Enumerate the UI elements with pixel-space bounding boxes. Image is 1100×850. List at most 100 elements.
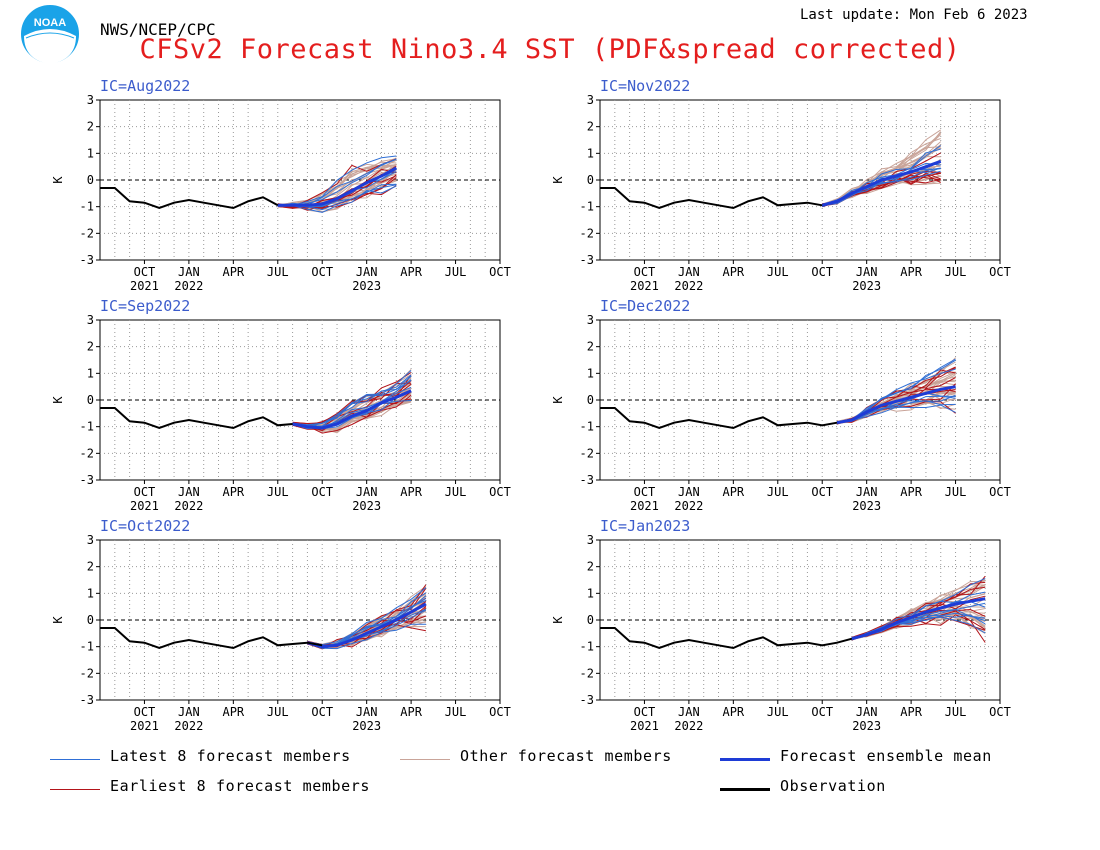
legend-label-earliest: Earliest 8 forecast members — [110, 777, 371, 795]
observation-line — [100, 187, 279, 210]
x-tick-label: JUL — [267, 705, 289, 719]
legend-label-mean: Forecast ensemble mean — [780, 747, 992, 765]
x-tick-label: OCT — [311, 265, 333, 279]
ic-label: IC=Aug2022 — [100, 77, 190, 95]
y-tick-label: -3 — [80, 693, 94, 707]
x-tick-label: JUL — [767, 265, 789, 279]
x-tick-label: JAN — [678, 265, 700, 279]
ic-label: IC=Sep2022 — [100, 297, 190, 315]
x-tick-label: JUL — [445, 265, 467, 279]
legend-label-other: Other forecast members — [460, 747, 672, 765]
x-tick-label: OCT — [134, 485, 156, 499]
x-tick-year: 2022 — [674, 719, 703, 733]
ensemble-mean-line — [277, 166, 398, 207]
x-tick-label: APR — [222, 705, 244, 719]
y-tick-label: -2 — [580, 226, 594, 240]
x-tick-label: APR — [722, 265, 744, 279]
y-axis-label: K — [551, 396, 565, 404]
y-tick-label: 3 — [587, 533, 594, 547]
legend-label-latest: Latest 8 forecast members — [110, 747, 351, 765]
y-tick-label: -3 — [80, 253, 94, 267]
x-tick-label: OCT — [134, 265, 156, 279]
y-tick-label: 3 — [587, 93, 594, 107]
x-tick-year: 2022 — [174, 499, 203, 513]
last-update: Last update: Mon Feb 6 2023 — [800, 7, 1028, 23]
observation-line — [100, 627, 323, 650]
forecast-member-line — [292, 380, 412, 426]
x-tick-label: APR — [722, 485, 744, 499]
x-tick-label: JAN — [356, 705, 378, 719]
forecast-member-line — [851, 581, 986, 638]
x-tick-label: JUL — [945, 485, 967, 499]
ic-label: IC=Oct2022 — [100, 517, 190, 535]
x-tick-year: 2022 — [674, 279, 703, 293]
y-tick-label: -2 — [80, 666, 94, 680]
x-tick-label: OCT — [634, 265, 656, 279]
x-tick-label: JUL — [445, 705, 467, 719]
observation-line — [600, 407, 838, 430]
y-tick-label: -2 — [80, 226, 94, 240]
forecast-member-line — [307, 624, 426, 648]
x-tick-label: OCT — [989, 265, 1011, 279]
x-tick-label: APR — [900, 265, 922, 279]
x-tick-label: APR — [222, 485, 244, 499]
y-tick-label: -1 — [580, 640, 594, 654]
y-tick-label: 2 — [587, 340, 594, 354]
ic-label: IC=Jan2023 — [600, 517, 690, 535]
x-tick-label: OCT — [811, 485, 833, 499]
x-tick-year: 2021 — [130, 279, 159, 293]
x-tick-label: JAN — [356, 485, 378, 499]
y-axis-label: K — [51, 396, 65, 404]
y-tick-label: 3 — [587, 313, 594, 327]
observation-line — [600, 627, 853, 650]
forecast-member-line — [822, 146, 941, 205]
legend-swatch-latest — [50, 759, 100, 760]
y-tick-label: 0 — [587, 393, 594, 407]
y-tick-label: 1 — [87, 366, 94, 380]
forecast-member-line — [307, 587, 427, 646]
y-tick-label: 1 — [587, 146, 594, 160]
y-tick-label: 3 — [87, 313, 94, 327]
y-axis-label: K — [551, 616, 565, 624]
x-tick-label: JAN — [856, 485, 878, 499]
y-tick-label: 1 — [587, 366, 594, 380]
x-tick-label: OCT — [489, 265, 511, 279]
x-tick-label: JAN — [678, 485, 700, 499]
x-tick-year: 2023 — [352, 499, 381, 513]
y-tick-label: -2 — [80, 446, 94, 460]
x-tick-label: JUL — [767, 485, 789, 499]
forecast-member-line — [851, 591, 986, 641]
x-tick-label: OCT — [989, 485, 1011, 499]
y-tick-label: 1 — [587, 586, 594, 600]
y-tick-label: -3 — [80, 473, 94, 487]
y-tick-label: 2 — [87, 120, 94, 134]
x-tick-year: 2023 — [852, 499, 881, 513]
x-tick-year: 2021 — [130, 719, 159, 733]
x-tick-year: 2022 — [174, 719, 203, 733]
x-tick-year: 2022 — [674, 499, 703, 513]
legend-swatch-observation — [720, 788, 770, 791]
forecast-member-line — [822, 138, 941, 206]
y-tick-label: 3 — [87, 93, 94, 107]
y-tick-label: 0 — [87, 613, 94, 627]
x-tick-label: JAN — [678, 705, 700, 719]
x-tick-label: OCT — [311, 485, 333, 499]
x-tick-label: APR — [900, 705, 922, 719]
x-tick-label: JUL — [945, 705, 967, 719]
x-tick-label: JAN — [356, 265, 378, 279]
x-tick-year: 2023 — [852, 279, 881, 293]
ic-label: IC=Dec2022 — [600, 297, 690, 315]
org-label: NWS/NCEP/CPC — [100, 20, 216, 39]
x-tick-label: OCT — [489, 485, 511, 499]
y-tick-label: 0 — [87, 393, 94, 407]
x-tick-label: JAN — [178, 705, 200, 719]
x-tick-year: 2023 — [352, 719, 381, 733]
y-tick-label: 3 — [87, 533, 94, 547]
x-tick-label: JUL — [267, 265, 289, 279]
x-tick-label: OCT — [489, 705, 511, 719]
y-tick-label: -3 — [580, 473, 594, 487]
